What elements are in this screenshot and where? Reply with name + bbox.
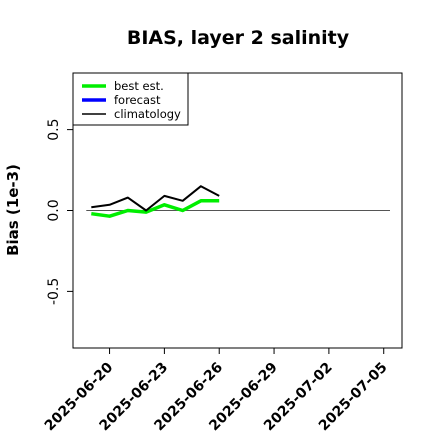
y-axis-label: Bias (1e-3) (4, 164, 22, 256)
y-tick-label: 0.0 (46, 199, 62, 221)
legend-label: best est. (114, 79, 164, 93)
series-line-best-est (91, 199, 220, 218)
legend-label: climatology (114, 107, 181, 121)
chart-title: BIAS, layer 2 salinity (127, 27, 350, 49)
y-tick-label: 0.5 (46, 118, 62, 140)
series-line-climatology (91, 185, 220, 212)
y-tick-label: -0.5 (46, 278, 62, 305)
legend-label: forecast (114, 93, 161, 107)
plot-marks: -0.50.00.52025-06-202025-06-232025-06-26… (42, 118, 391, 434)
